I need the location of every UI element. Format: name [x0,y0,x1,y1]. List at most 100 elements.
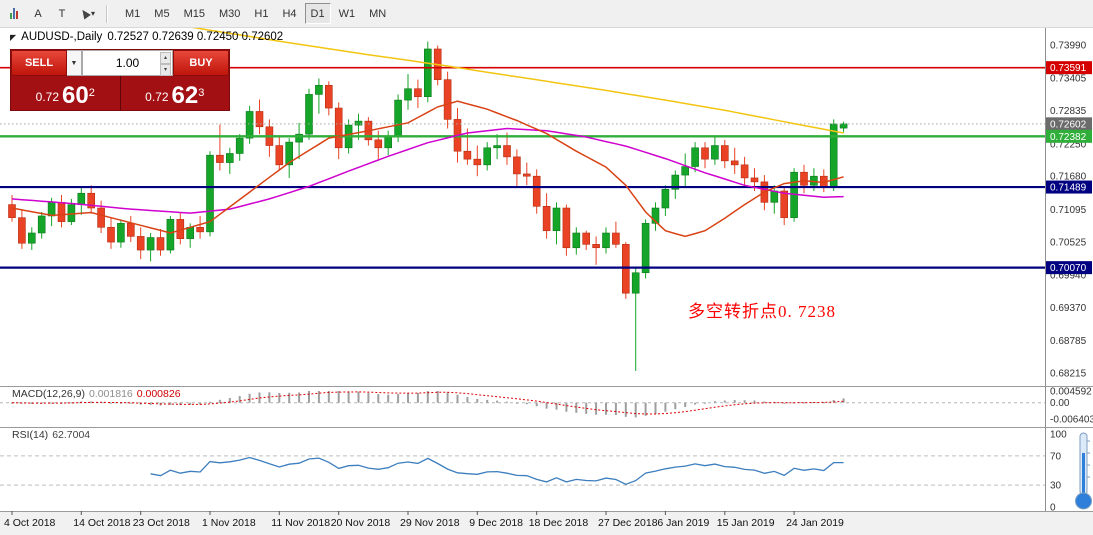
chart-title: AUDUSD-,Daily [21,31,103,43]
candle [245,111,254,139]
lot-dropdown-button[interactable]: ▼ [67,50,82,76]
macd-bar [506,401,508,403]
macd-bar [634,402,637,418]
rsi-axis-label: 100 [1050,430,1067,441]
macd-bar [308,391,310,403]
ask-point: 3 [198,87,205,99]
macd-bar [624,402,627,417]
time-axis[interactable] [0,511,1093,535]
candle [216,154,224,163]
macd-bar [456,394,459,403]
date-label: 14 Oct 2018 [73,517,130,529]
macd-bar [595,402,598,415]
macd-bar [218,399,221,403]
one-click-trading-panel: SELL ▼ 1.00 ▴ ▾ BUY 0.72 60 2 0.72 62 3 [10,49,230,111]
candle [186,227,194,239]
buy-button[interactable]: BUY [173,50,229,76]
candle [493,145,501,149]
timeframe-button-m15[interactable]: M15 [178,3,211,24]
candle [414,88,422,97]
text-tool[interactable]: T [51,3,73,24]
date-label: 29 Nov 2018 [400,517,460,529]
timeframe-button-h4[interactable]: H4 [276,3,302,24]
chart-text-annotation[interactable]: 多空转折点0. 7238 [688,302,836,321]
macd-bar [169,402,172,405]
macd-bar [674,402,677,410]
candle [37,215,46,234]
timeframe-button-m1[interactable]: M1 [119,3,146,24]
macd-bar [50,402,53,404]
macd-bar [268,392,271,403]
candle [315,85,323,95]
price-axis-label: 0.71095 [1050,205,1087,216]
lot-size-input[interactable]: 1.00 ▴ ▾ [82,50,173,76]
macd-bar [545,402,548,409]
bid-price-display[interactable]: 0.72 60 2 [11,76,120,110]
candle [740,164,749,179]
macd-name: MACD(12,26,9) [12,388,85,400]
candle [839,123,848,129]
macd-bar [842,398,845,403]
candle [661,188,670,209]
macd-bar [238,396,241,403]
chart-canvas[interactable]: 0.73990 0.73405 0.72835 0.72250 0.71680 0.710… [0,28,1093,535]
ask-price-display[interactable]: 0.72 62 3 [120,76,229,110]
macd-bar [416,392,419,403]
price-axis-label: 0.69370 [1050,303,1087,314]
candle [57,202,66,222]
candle [285,141,294,166]
macd-bar [397,393,400,403]
cursor-tool[interactable]: ▾ [75,3,101,24]
candle [671,174,680,190]
candle [800,171,808,186]
expand-chart-icon[interactable]: ◤ [10,32,17,42]
spin-up-icon[interactable]: ▴ [160,52,171,64]
candle [156,237,165,251]
moving-average-ma-short-red [11,100,844,238]
macd-bar [70,402,73,404]
candle [780,190,789,218]
price-level-badge-text: 0.70070 [1050,263,1087,274]
macd-bar [565,402,568,412]
chevron-down-icon: ▾ [91,9,96,18]
rsi-name: RSI(14) [12,429,49,441]
timeframe-button-w1[interactable]: W1 [333,3,362,24]
date-label: 24 Jan 2019 [786,517,844,529]
candle [621,244,630,294]
bid-pips: 60 [62,82,89,109]
lot-size-value: 1.00 [115,56,140,70]
macd-bar [436,391,439,403]
date-label: 18 Dec 2018 [529,517,589,529]
timeframe-button-mn[interactable]: MN [363,3,392,24]
date-label: 6 Jan 2019 [657,517,709,529]
candle [552,207,561,232]
macd-bar [822,402,825,404]
timeframe-button-m5[interactable]: M5 [148,3,175,24]
chart-window-icon[interactable] [3,3,25,24]
candle [612,232,620,245]
sell-button[interactable]: SELL [11,50,67,76]
candle [532,175,541,207]
macd-bar [278,392,281,403]
candle [711,145,719,160]
timeframe-button-m30[interactable]: M30 [213,3,246,24]
candle [374,139,383,149]
price-level-badge-pivot [1046,129,1092,143]
macd-bar [486,399,489,403]
macd-bar [575,402,578,413]
macd-bar [783,402,786,404]
macd-label: MACD(12,26,9) 0.001816 0.000826 [12,388,181,400]
macd-axis-label: -0.006403 [1050,415,1093,426]
spin-down-icon[interactable]: ▾ [160,64,171,76]
macd-bar [110,402,112,404]
macd-bar [614,402,617,416]
arrow-tool[interactable]: A [27,3,49,24]
candle [631,272,640,294]
rsi-label: RSI(14) 62.7004 [12,429,90,441]
bid-point: 2 [88,87,95,99]
timeframe-button-h1[interactable]: H1 [248,3,274,24]
price-level-badge-text: 0.73591 [1050,63,1087,74]
candle [324,85,333,109]
timeframe-button-d1[interactable]: D1 [304,3,331,24]
